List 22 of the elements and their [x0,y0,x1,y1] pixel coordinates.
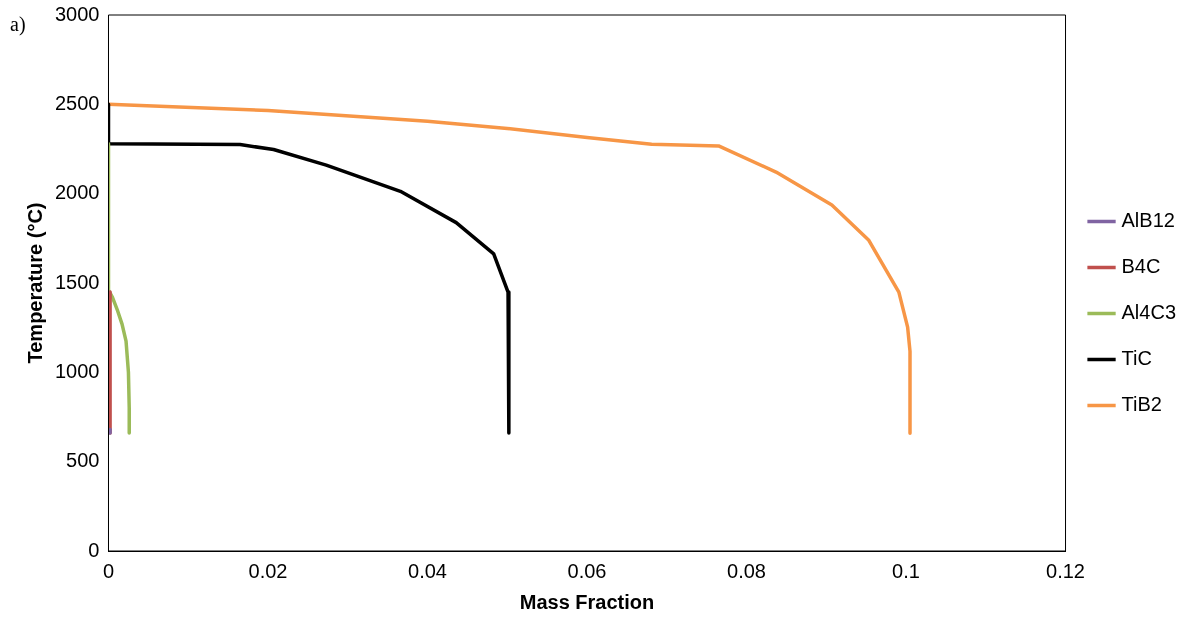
y-tick-label: 1500 [54,270,100,293]
x-tick-label: 0.06 [567,559,607,582]
x-tick-label: 0.1 [892,559,920,582]
x-tick-label: 0.04 [408,559,447,582]
y-tick-label: 2500 [54,91,100,114]
x-axis-title: Mass Fraction [519,590,655,613]
x-tick-label: 0.08 [727,559,766,582]
legend-label: B4C [1121,255,1161,278]
x-tick-label: 0 [102,559,115,582]
y-tick-label: 1000 [54,359,100,382]
x-tick-label: 0.12 [1046,559,1085,582]
y-tick-label: 500 [66,449,100,472]
legend-label: TiB2 [1121,393,1162,416]
text: a) [10,13,26,37]
y-tick-label: 0 [88,538,100,561]
x-tick-label: 0.02 [248,559,288,582]
legend-label: TiC [1121,347,1152,370]
y-tick-label: 3000 [54,2,100,25]
y-tick-label: 2000 [54,181,100,204]
legend-label: Al4C3 [1121,301,1177,324]
legend-label: AlB12 [1121,209,1175,232]
y-axis-title: Temperature (°C) [23,202,46,364]
